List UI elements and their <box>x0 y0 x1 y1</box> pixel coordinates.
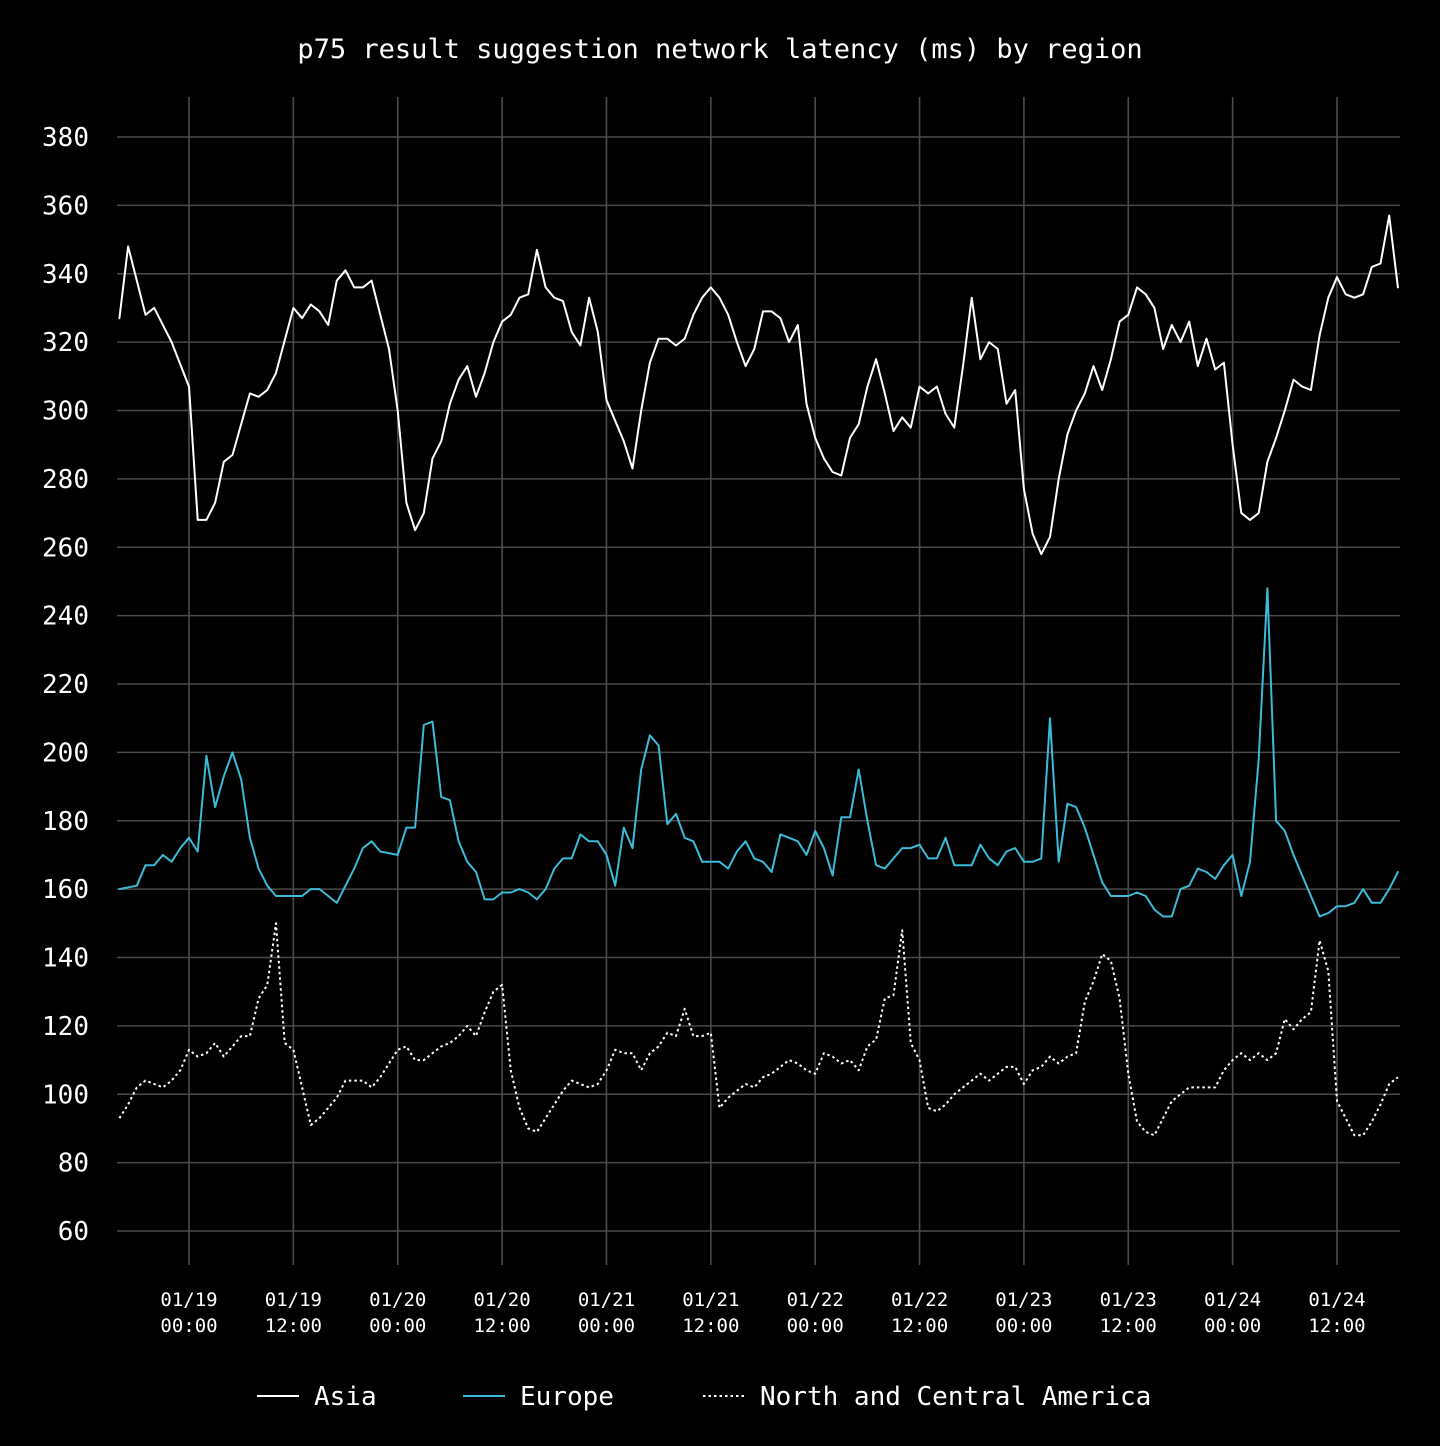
x-tick-time: 00:00 <box>787 1315 844 1337</box>
y-tick-label: 120 <box>42 1012 89 1042</box>
x-tick-date: 01/19 <box>265 1289 322 1311</box>
x-tick-label: 01/23 00:00 <box>995 1289 1052 1337</box>
y-tick-label: 380 <box>42 123 89 153</box>
legend-label: Europe <box>520 1382 614 1412</box>
x-tick-label: 01/24 00:00 <box>1204 1289 1261 1337</box>
y-axis-ticks: 60 80 100 120 140 160 180 200 220 240 260 280 300 320… <box>42 123 89 1247</box>
y-tick-label: 360 <box>42 191 89 221</box>
x-tick-time: 12:00 <box>891 1315 948 1337</box>
y-tick-label: 280 <box>42 465 89 495</box>
x-tick-label: 01/21 00:00 <box>578 1289 635 1337</box>
x-tick-date: 01/24 <box>1308 1289 1365 1311</box>
x-tick-label: 01/20 12:00 <box>473 1289 530 1337</box>
x-axis-ticks: 01/19 00:00 01/19 12:00 01/20 00:00 01/20 12:00… <box>160 1289 1365 1337</box>
x-tick-date: 01/23 <box>1100 1289 1157 1311</box>
x-tick-time: 12:00 <box>473 1315 530 1337</box>
y-tick-label: 340 <box>42 260 89 290</box>
x-tick-time: 00:00 <box>995 1315 1052 1337</box>
x-tick-time: 00:00 <box>369 1315 426 1337</box>
y-tick-label: 180 <box>42 807 89 837</box>
x-tick-time: 12:00 <box>1100 1315 1157 1337</box>
x-tick-time: 00:00 <box>578 1315 635 1337</box>
y-tick-label: 200 <box>42 738 89 768</box>
series-lines <box>118 214 1399 1137</box>
legend-label: Asia <box>314 1382 377 1412</box>
x-tick-label: 01/22 00:00 <box>787 1289 844 1337</box>
x-tick-label: 01/23 12:00 <box>1100 1289 1157 1337</box>
y-tick-label: 320 <box>42 328 89 358</box>
x-tick-time: 00:00 <box>160 1315 217 1337</box>
x-tick-date: 01/20 <box>473 1289 530 1311</box>
y-tick-label: 140 <box>42 944 89 974</box>
x-tick-label: 01/22 12:00 <box>891 1289 948 1337</box>
series-line-north-and-central-america <box>118 922 1399 1137</box>
x-tick-time: 12:00 <box>265 1315 322 1337</box>
y-tick-label: 300 <box>42 397 89 427</box>
chart-title: p75 result suggestion network latency (m… <box>297 34 1142 65</box>
y-tick-label: 260 <box>42 533 89 563</box>
x-tick-label: 01/19 12:00 <box>265 1289 322 1337</box>
legend-label: North and Central America <box>760 1382 1151 1412</box>
x-tick-date: 01/21 <box>682 1289 739 1311</box>
series-line-asia <box>118 214 1399 556</box>
x-tick-date: 01/21 <box>578 1289 635 1311</box>
x-tick-time: 00:00 <box>1204 1315 1261 1337</box>
legend: Asia Europe North and Central America <box>257 1382 1151 1412</box>
y-tick-label: 240 <box>42 602 89 632</box>
y-tick-label: 100 <box>42 1080 89 1110</box>
y-tick-label: 60 <box>58 1217 89 1247</box>
x-tick-date: 01/20 <box>369 1289 426 1311</box>
y-tick-label: 160 <box>42 875 89 905</box>
x-tick-date: 01/23 <box>995 1289 1052 1311</box>
x-tick-date: 01/24 <box>1204 1289 1261 1311</box>
x-tick-label: 01/20 00:00 <box>369 1289 426 1337</box>
x-tick-label: 01/21 12:00 <box>682 1289 739 1337</box>
series-line-europe <box>118 587 1399 918</box>
x-tick-date: 01/19 <box>160 1289 217 1311</box>
y-tick-label: 80 <box>58 1149 89 1179</box>
grid <box>117 97 1400 1265</box>
x-tick-time: 12:00 <box>682 1315 739 1337</box>
x-tick-time: 12:00 <box>1308 1315 1365 1337</box>
x-tick-date: 01/22 <box>891 1289 948 1311</box>
x-tick-date: 01/22 <box>787 1289 844 1311</box>
x-tick-label: 01/24 12:00 <box>1308 1289 1365 1337</box>
y-tick-label: 220 <box>42 670 89 700</box>
x-tick-label: 01/19 00:00 <box>160 1289 217 1337</box>
